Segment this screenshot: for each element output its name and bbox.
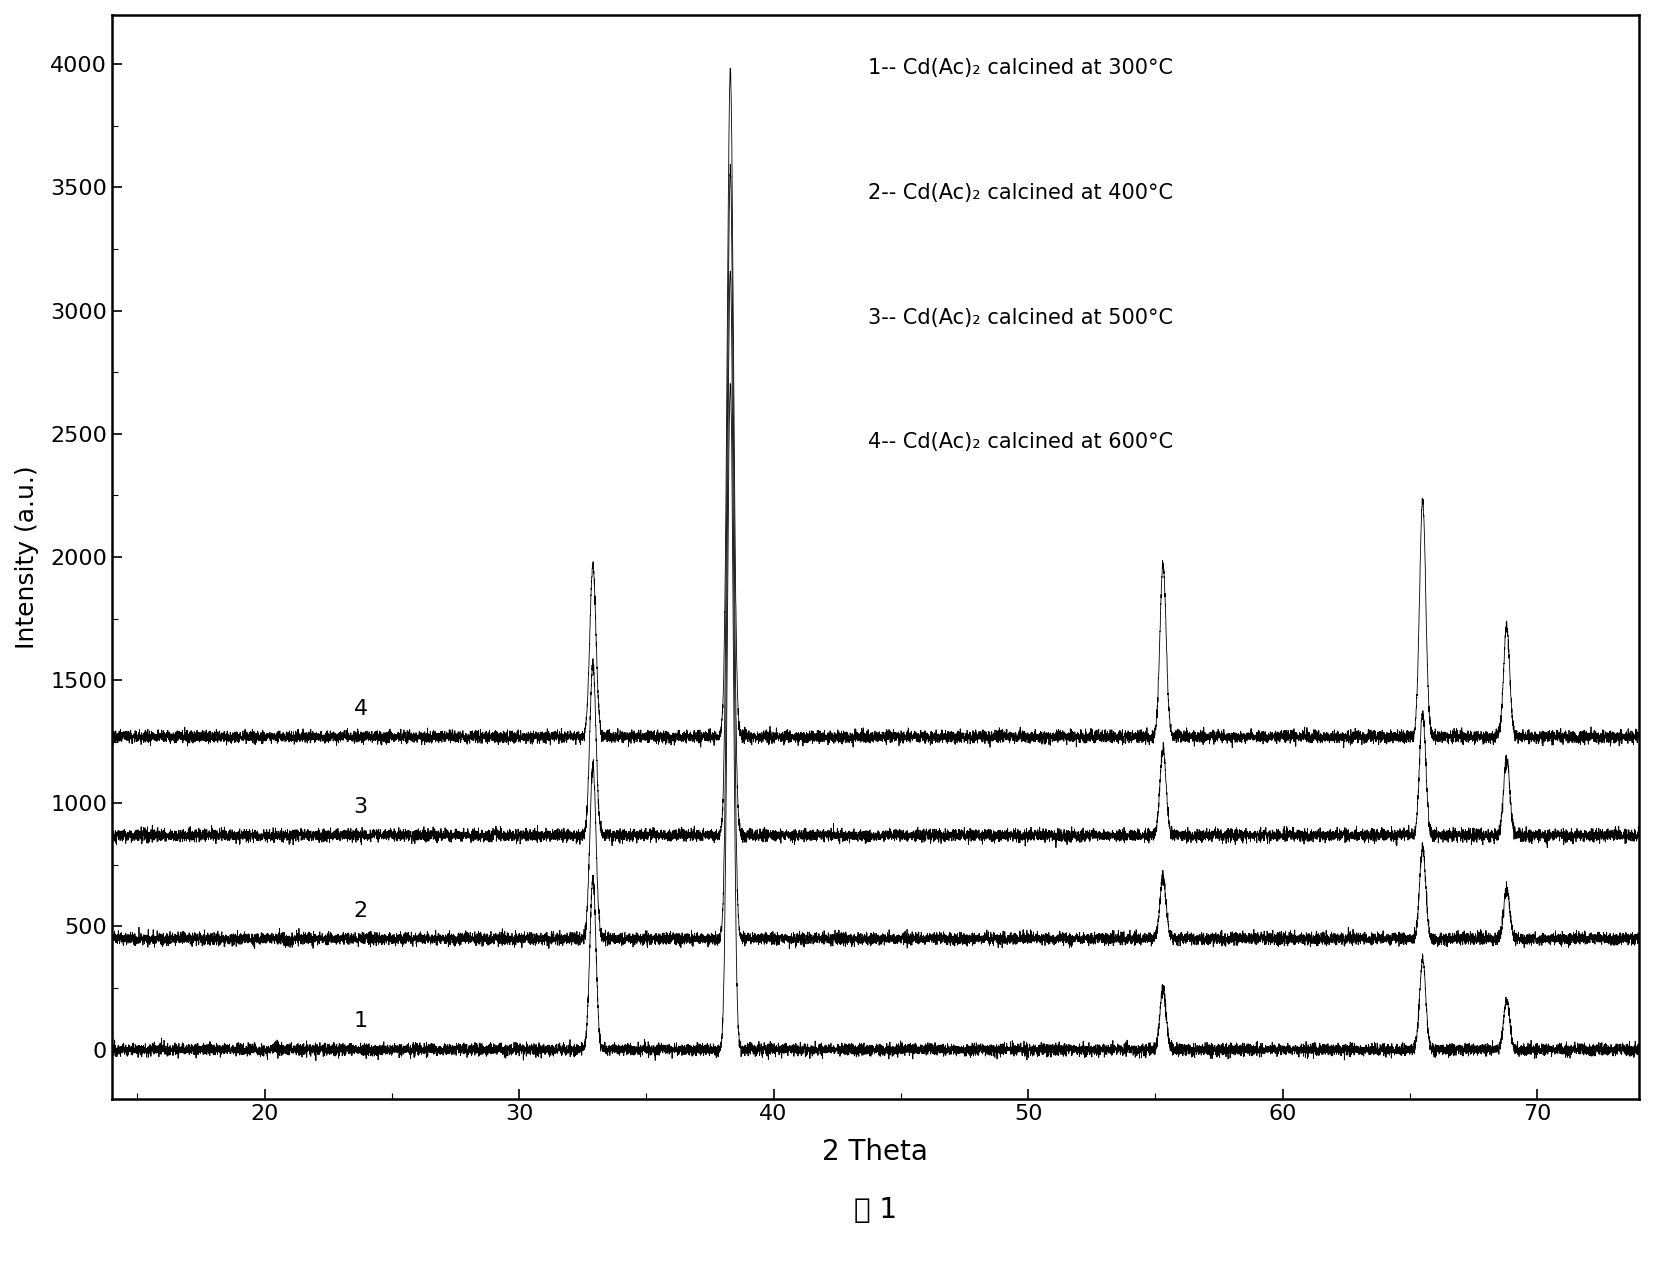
- Text: 4-- Cd(Ac)₂ calcined at 600°C: 4-- Cd(Ac)₂ calcined at 600°C: [868, 432, 1173, 453]
- Text: 2: 2: [354, 900, 367, 920]
- X-axis label: 2 Theta: 2 Theta: [822, 1137, 928, 1165]
- Text: 1-- Cd(Ac)₂ calcined at 300°C: 1-- Cd(Ac)₂ calcined at 300°C: [868, 59, 1173, 78]
- Text: 2-- Cd(Ac)₂ calcined at 400°C: 2-- Cd(Ac)₂ calcined at 400°C: [868, 183, 1173, 203]
- Text: 4: 4: [354, 699, 367, 719]
- Text: 3: 3: [354, 797, 367, 817]
- Text: 图 1: 图 1: [853, 1196, 896, 1224]
- Text: 1: 1: [354, 1011, 367, 1032]
- Y-axis label: Intensity (a.u.): Intensity (a.u.): [15, 465, 40, 649]
- Text: 3-- Cd(Ac)₂ calcined at 500°C: 3-- Cd(Ac)₂ calcined at 500°C: [868, 308, 1173, 328]
